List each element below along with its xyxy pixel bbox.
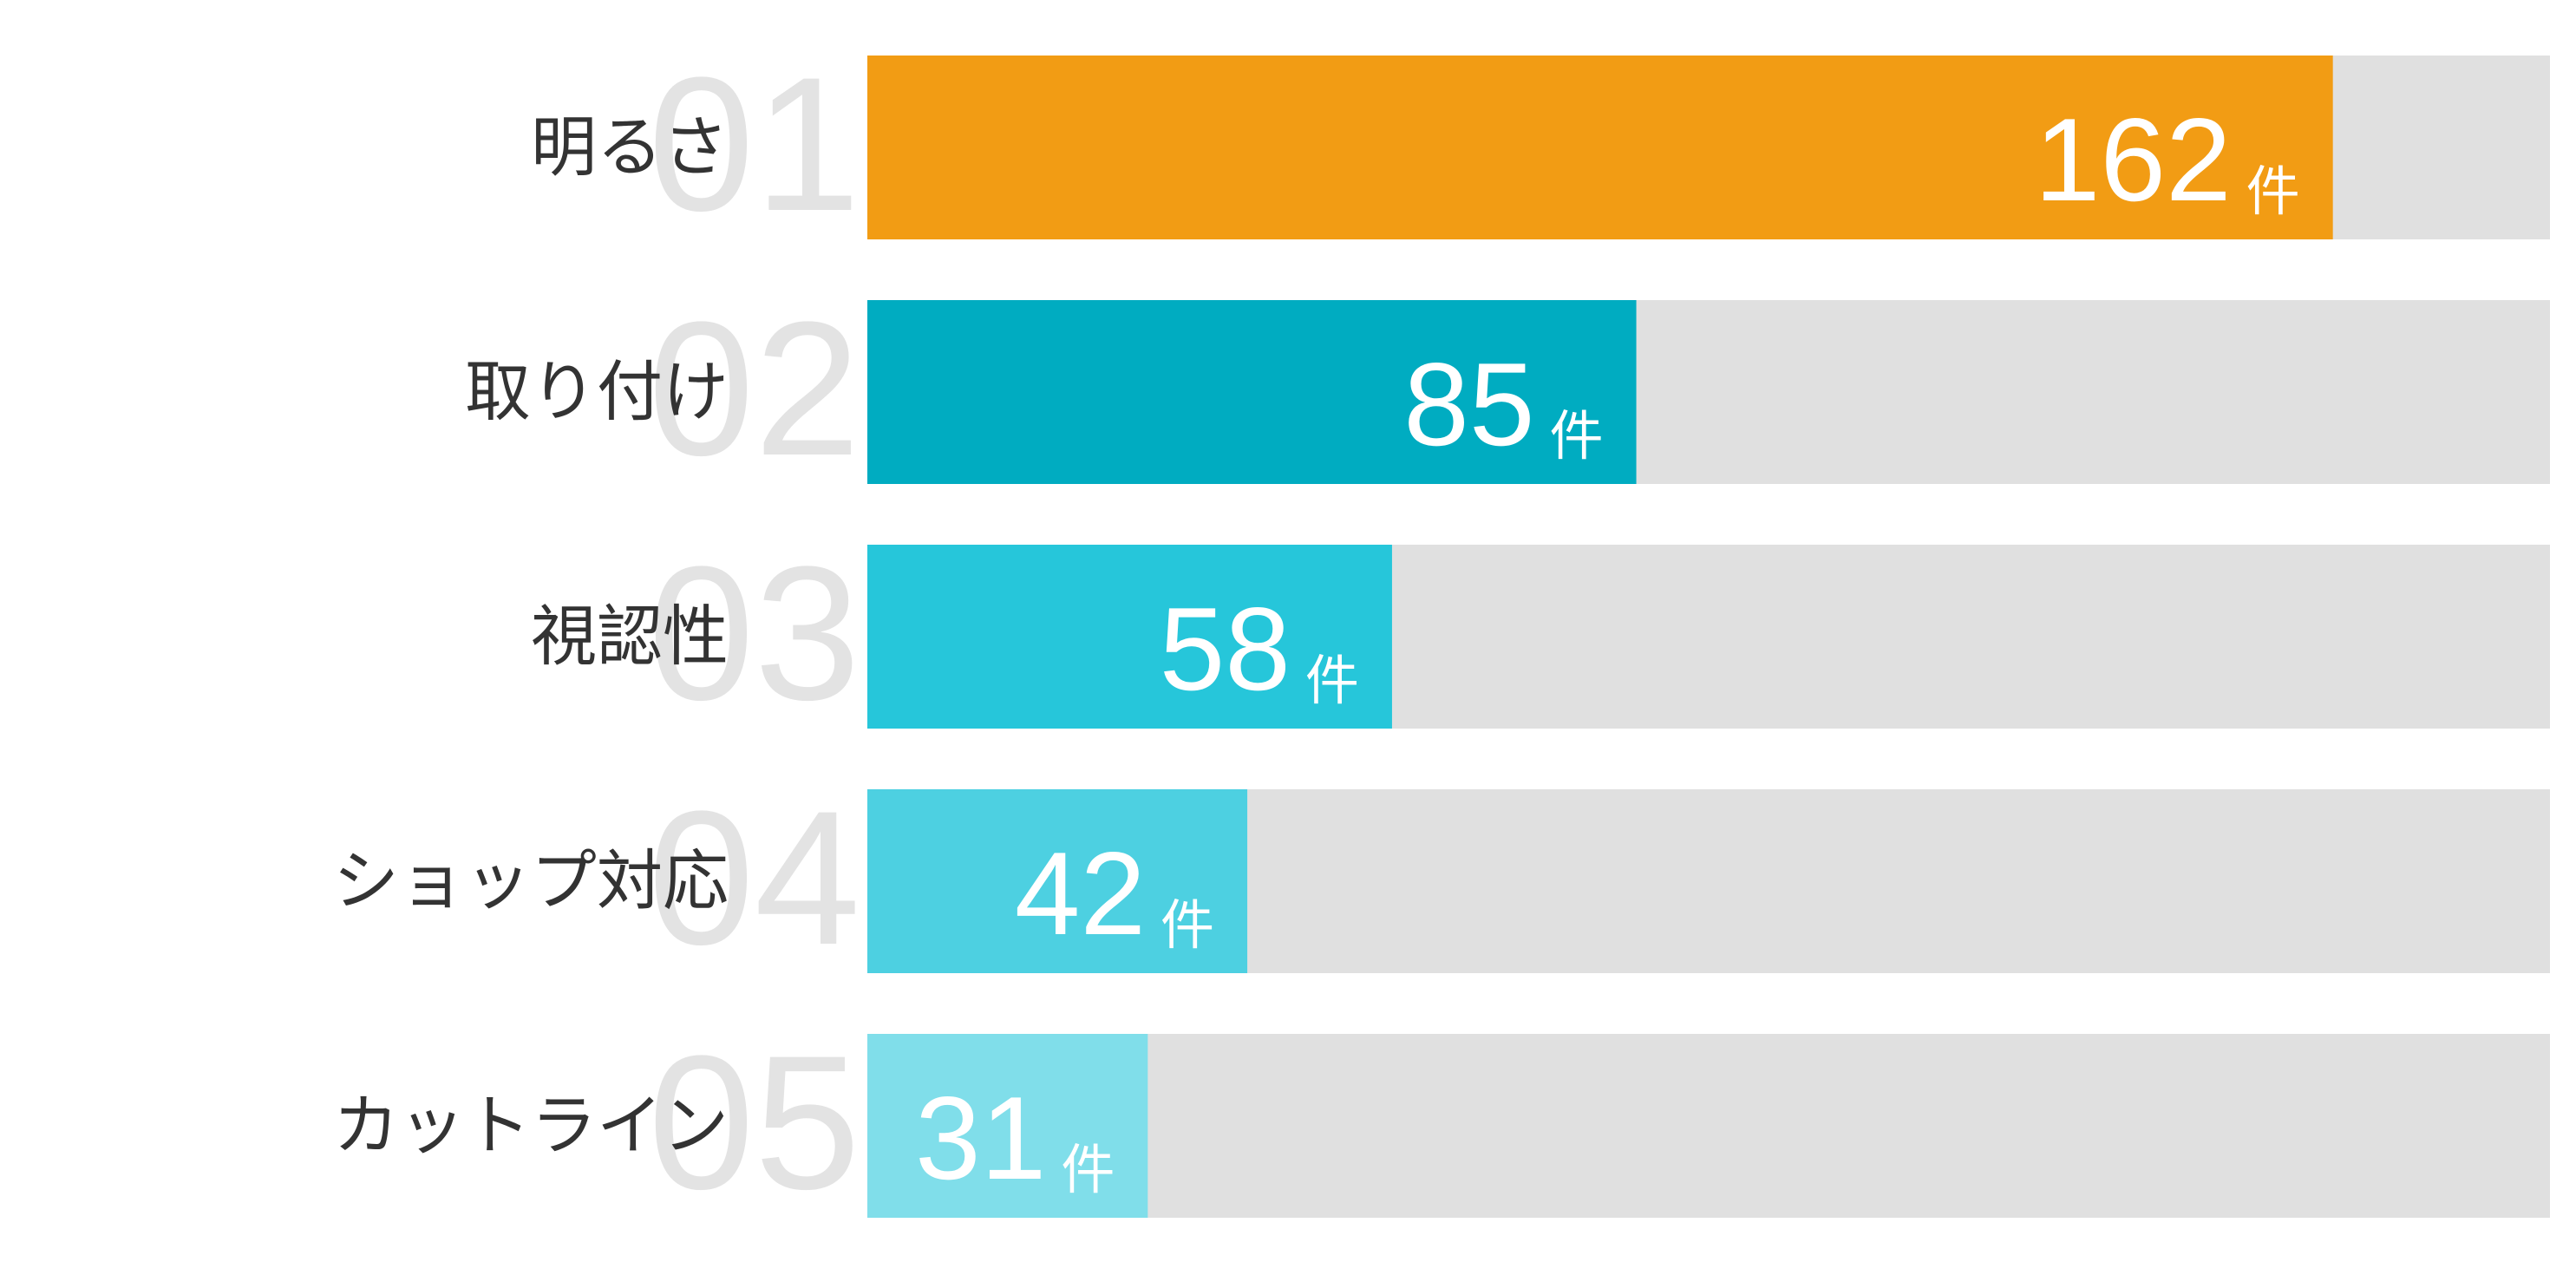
- unit-label: 件: [1550, 404, 1604, 468]
- rank-number: 02: [648, 282, 860, 495]
- value-label: 85: [1403, 338, 1534, 470]
- category-label: 視認性: [531, 598, 729, 675]
- bar: [867, 56, 2333, 239]
- category-label: 取り付け: [465, 353, 729, 430]
- unit-label: 件: [1061, 1138, 1115, 1201]
- unit-label: 件: [1161, 893, 1214, 957]
- value-label: 31: [915, 1072, 1046, 1204]
- value-label: 42: [1015, 827, 1146, 959]
- unit-label: 件: [1305, 649, 1359, 712]
- rank-number: 01: [648, 37, 860, 251]
- category-label: ショップ対応: [333, 842, 729, 919]
- rank-number: 03: [648, 526, 860, 740]
- bar: [867, 300, 1637, 484]
- category-label: 明るさ: [531, 108, 729, 186]
- bar: [867, 545, 1392, 729]
- unit-label: 件: [2246, 160, 2300, 223]
- category-label: カットライン: [333, 1087, 729, 1164]
- bar: [867, 789, 1248, 973]
- value-label: 162: [2035, 94, 2232, 226]
- bar: [867, 1034, 1148, 1218]
- rank-number: 05: [648, 1016, 860, 1229]
- value-label: 58: [1160, 583, 1291, 715]
- rank-number: 04: [648, 771, 860, 984]
